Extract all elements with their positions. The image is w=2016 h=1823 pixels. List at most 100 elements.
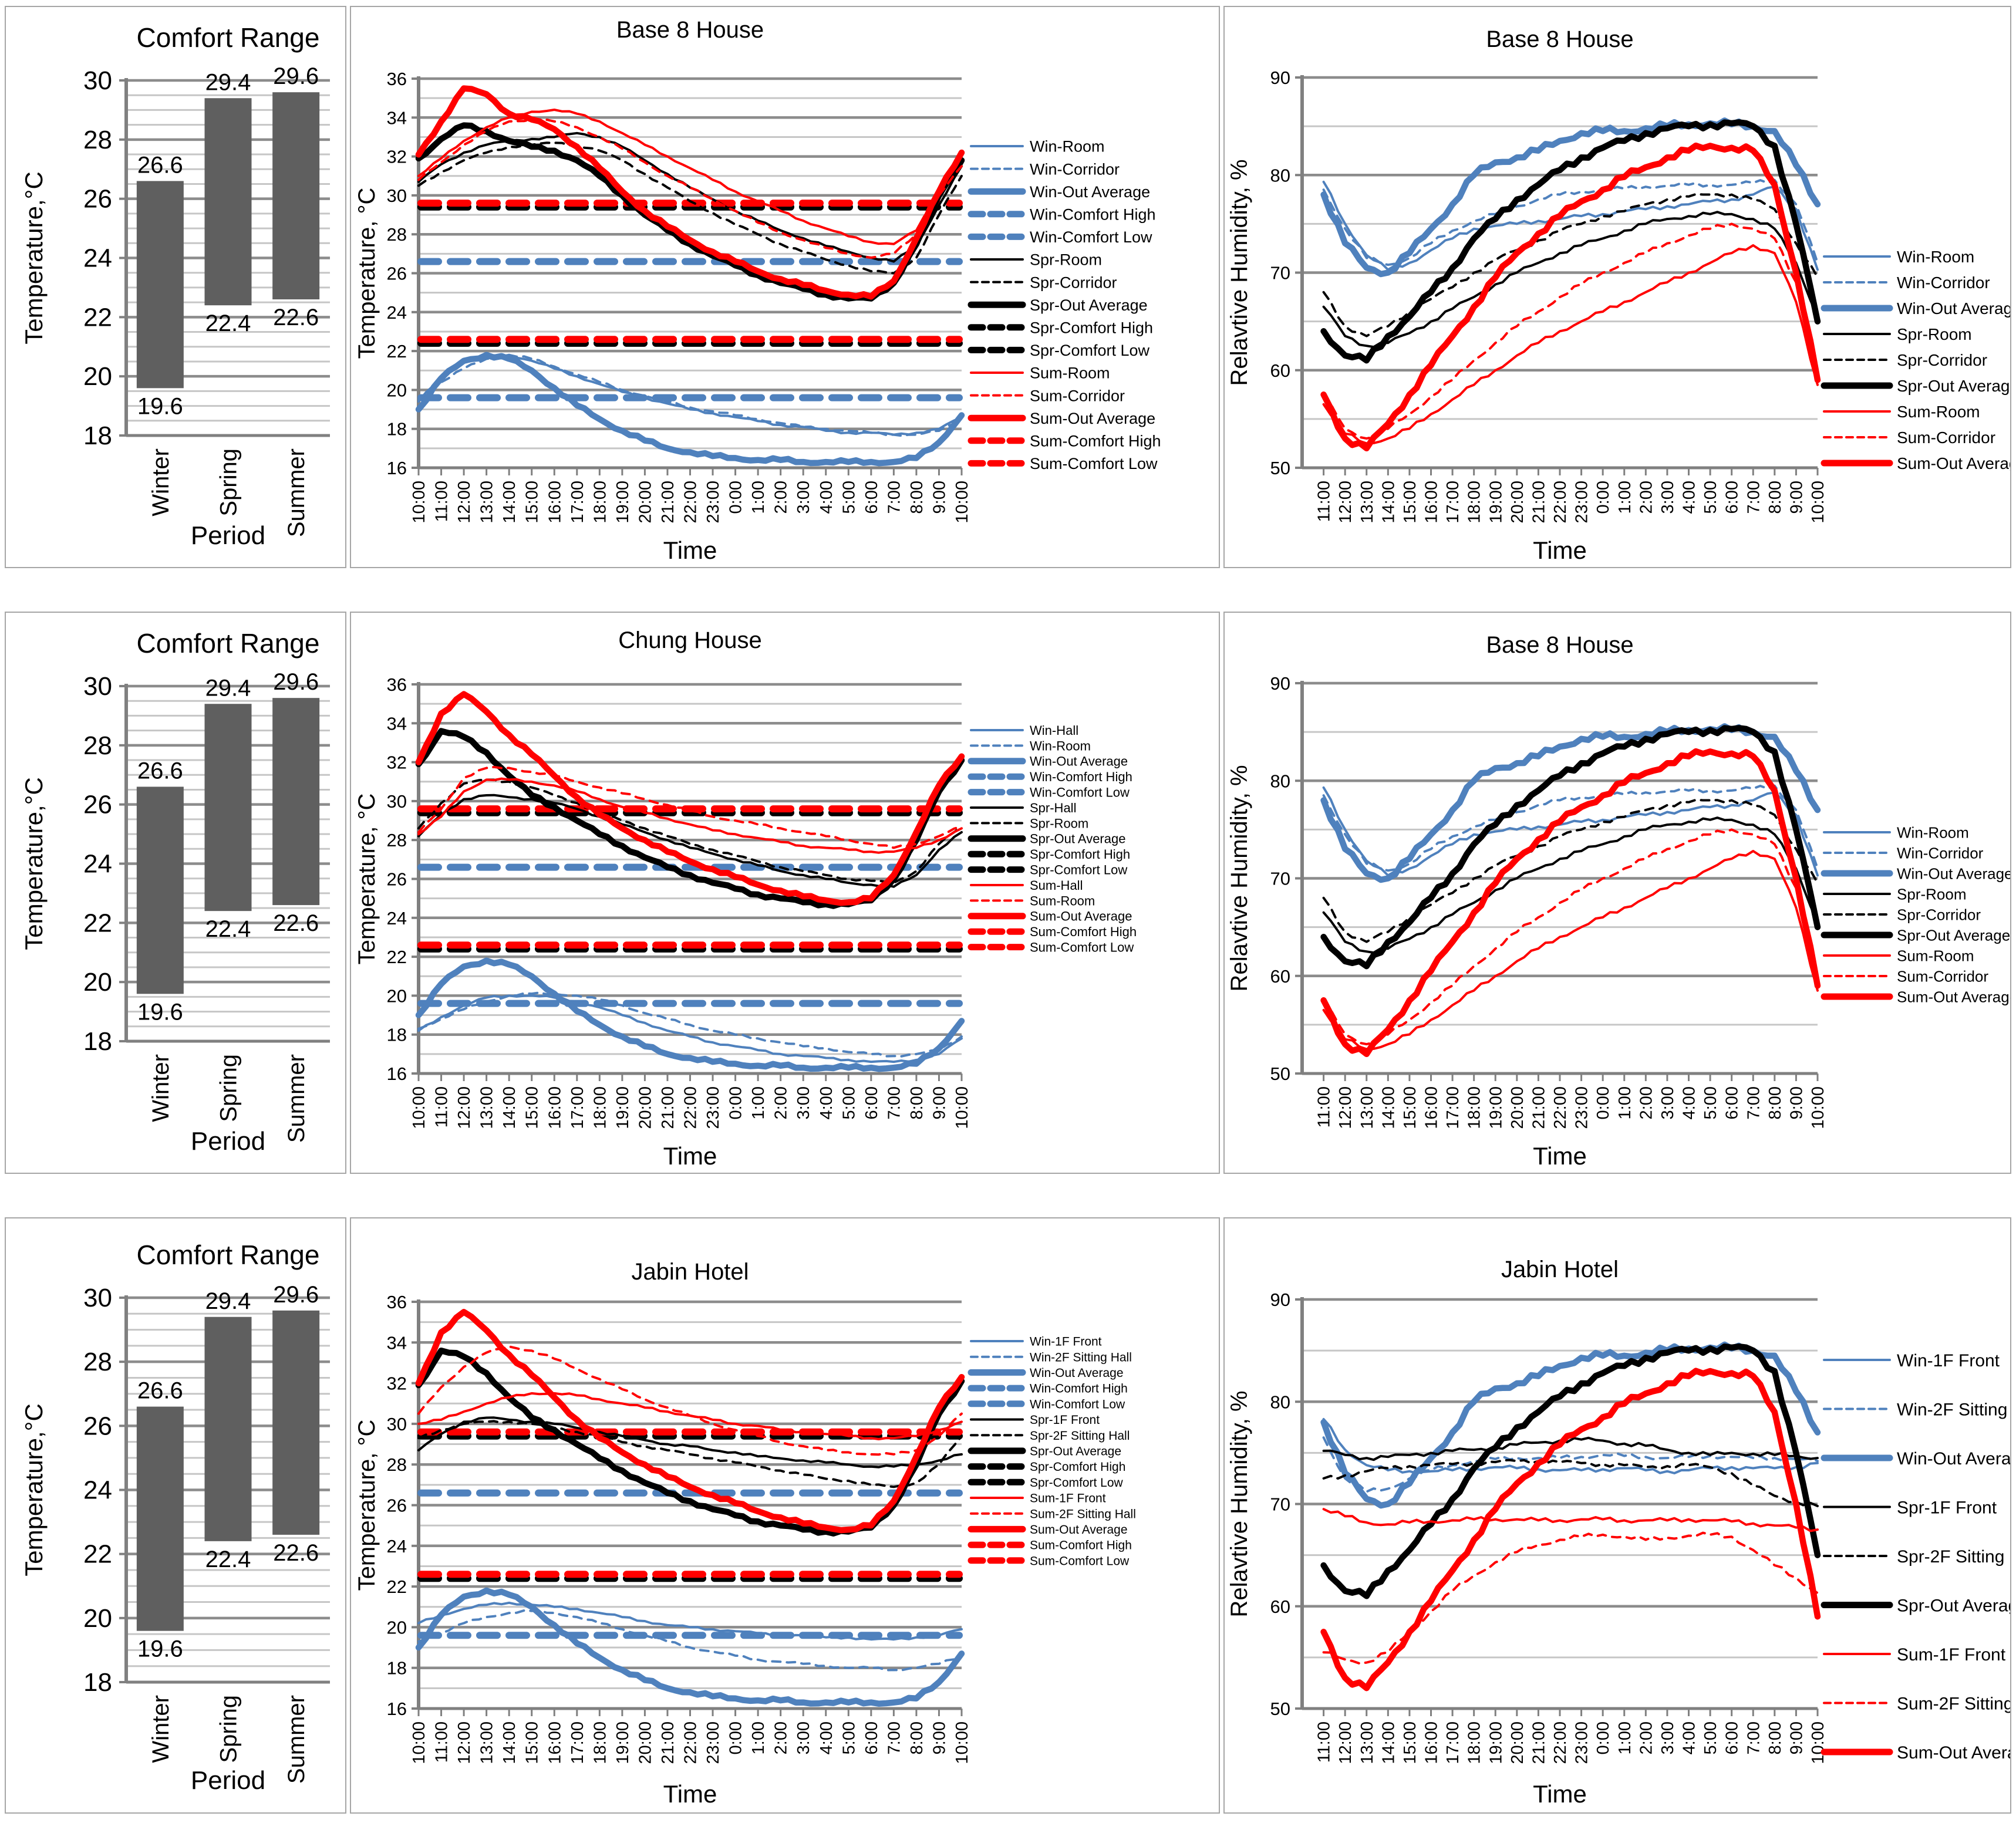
svg-text:Spr-Out Average: Spr-Out Average xyxy=(1897,1596,2010,1615)
svg-text:Spr-Corridor: Spr-Corridor xyxy=(1030,274,1117,291)
svg-text:20:00: 20:00 xyxy=(1508,1086,1527,1129)
svg-text:0:00: 0:00 xyxy=(727,481,746,514)
svg-text:Sum-2F Sitting Hall: Sum-2F Sitting Hall xyxy=(1897,1694,2010,1713)
svg-text:20: 20 xyxy=(83,362,112,391)
svg-text:22.4: 22.4 xyxy=(205,916,251,942)
svg-text:6:00: 6:00 xyxy=(1723,1721,1742,1754)
series-Win-Corridor xyxy=(417,353,963,437)
series-Win-Corridor xyxy=(1322,784,1819,872)
svg-text:Win-Out Average: Win-Out Average xyxy=(1030,1366,1124,1380)
svg-text:11:00: 11:00 xyxy=(1315,1721,1334,1763)
svg-text:8:00: 8:00 xyxy=(1766,1721,1785,1754)
svg-text:7:00: 7:00 xyxy=(885,1086,904,1119)
svg-text:Sum-1F Front: Sum-1F Front xyxy=(1030,1492,1106,1505)
series-Win-Out Average xyxy=(415,352,965,467)
y-axis-title: Temperature,°C xyxy=(20,171,48,345)
svg-text:9:00: 9:00 xyxy=(930,1086,949,1119)
series-Sum-Out Average xyxy=(1320,1368,1821,1692)
svg-text:14:00: 14:00 xyxy=(1379,1086,1398,1129)
svg-text:70: 70 xyxy=(1270,869,1290,889)
svg-text:19.6: 19.6 xyxy=(137,393,183,419)
svg-text:1:00: 1:00 xyxy=(1616,1086,1634,1119)
svg-text:Win-Corridor: Win-Corridor xyxy=(1897,844,1984,862)
svg-text:Sum-Comfort Low: Sum-Comfort Low xyxy=(1030,455,1158,472)
svg-text:29.4: 29.4 xyxy=(205,675,251,701)
chart-title: Comfort Range xyxy=(137,1240,320,1270)
svg-text:1:00: 1:00 xyxy=(1616,1721,1634,1754)
svg-text:34: 34 xyxy=(387,1332,407,1353)
panel-hum-3: 50 60 70 80 90 11:00 12:00 13:00 14:00 15:00 16:00… xyxy=(1223,1217,2011,1814)
svg-text:30: 30 xyxy=(83,1284,112,1312)
svg-text:10:00: 10:00 xyxy=(1809,1721,1828,1764)
x-tick-labels: 10:00 11:00 12:00 13:00 14:00 15:00 16:00 17:00… xyxy=(410,1073,972,1129)
svg-text:12:00: 12:00 xyxy=(455,1721,474,1764)
series-Sum-Out Average xyxy=(415,85,965,300)
svg-text:22: 22 xyxy=(83,303,112,332)
svg-text:9:00: 9:00 xyxy=(930,1721,949,1754)
y-tick-labels: 50 60 70 80 90 xyxy=(1270,67,1290,478)
svg-text:Time: Time xyxy=(1533,1780,1587,1808)
svg-text:17:00: 17:00 xyxy=(568,1086,587,1129)
series-Sum-Out Average xyxy=(1320,748,1821,1058)
series-Sum-Corridor xyxy=(417,118,963,259)
svg-text:7:00: 7:00 xyxy=(885,481,904,514)
svg-text:Spr-Comfort Low: Spr-Comfort Low xyxy=(1030,342,1150,359)
svg-text:Spr-Comfort High: Spr-Comfort High xyxy=(1030,319,1153,337)
svg-text:26.6: 26.6 xyxy=(137,152,183,178)
panel-temp-2: 16 18 20 22 24 26 28 30 32 34 36 10:00 11:00 12:00 13:… xyxy=(350,612,1220,1174)
svg-text:3:00: 3:00 xyxy=(1658,1721,1677,1754)
svg-text:5:00: 5:00 xyxy=(1701,1721,1720,1754)
series-Spr-Corridor xyxy=(1322,193,1819,337)
svg-text:Win-Comfort Low: Win-Comfort Low xyxy=(1030,228,1152,246)
svg-text:18: 18 xyxy=(83,1027,112,1056)
svg-text:Winter: Winter xyxy=(148,1695,174,1763)
series-Spr-Room xyxy=(1322,211,1819,349)
comfort-3-chart: 18 20 22 24 26 28 30 26.6 19.6 Winter 29.4 22.4 Spri… xyxy=(20,1240,330,1795)
svg-text:3:00: 3:00 xyxy=(1658,481,1677,514)
svg-text:Win-Comfort Low: Win-Comfort Low xyxy=(1030,1397,1125,1411)
svg-text:13:00: 13:00 xyxy=(478,481,497,524)
y-tick-labels: 18 20 22 24 26 28 30 xyxy=(83,672,112,1056)
svg-text:22:00: 22:00 xyxy=(682,481,700,524)
series-Win-Out Average xyxy=(415,1587,965,1707)
svg-text:14:00: 14:00 xyxy=(1379,1721,1398,1764)
svg-text:22:00: 22:00 xyxy=(1551,1086,1570,1129)
svg-text:29.4: 29.4 xyxy=(205,69,251,95)
svg-text:36: 36 xyxy=(387,674,407,695)
svg-text:Spr-Corridor: Spr-Corridor xyxy=(1897,351,1987,369)
svg-text:Sum-Out Average: Sum-Out Average xyxy=(1897,454,2010,472)
svg-text:Spr-2F Sitting Hall: Spr-2F Sitting Hall xyxy=(1030,1429,1130,1443)
svg-text:36: 36 xyxy=(387,69,407,89)
svg-text:15:00: 15:00 xyxy=(1401,1721,1420,1764)
x-tick-labels: 11:00 12:00 13:00 14:00 15:00 16:00 17:00 18:00… xyxy=(1315,1709,1828,1764)
svg-text:11:00: 11:00 xyxy=(433,1086,451,1127)
series-Sum-1F Front xyxy=(1322,1508,1819,1532)
svg-text:10:00: 10:00 xyxy=(410,1721,429,1764)
series-Sum-2F Sitting Hall xyxy=(417,1345,963,1456)
svg-text:3:00: 3:00 xyxy=(794,481,813,514)
series-Win-1F Front xyxy=(417,1601,963,1641)
svg-text:24: 24 xyxy=(83,1476,112,1505)
svg-text:2:00: 2:00 xyxy=(772,1721,791,1754)
panel-temp-1: 16 18 20 22 24 26 28 30 32 34 36 10:00 11:00 12:00 13:… xyxy=(350,6,1220,568)
svg-text:20: 20 xyxy=(387,1617,407,1638)
series-Win-Room xyxy=(1322,180,1819,271)
svg-text:Sum-Room: Sum-Room xyxy=(1897,947,1974,964)
svg-text:1:00: 1:00 xyxy=(749,481,768,514)
svg-text:28: 28 xyxy=(83,126,112,154)
svg-text:20:00: 20:00 xyxy=(636,1086,655,1129)
svg-text:Jabin Hotel: Jabin Hotel xyxy=(631,1259,749,1285)
svg-text:18: 18 xyxy=(83,1668,112,1697)
x-axis-title: Time xyxy=(1533,1780,1587,1808)
svg-text:Sum-Room: Sum-Room xyxy=(1030,364,1110,382)
svg-text:Temperature, °C: Temperature, °C xyxy=(354,794,380,965)
svg-text:Win-Out Average: Win-Out Average xyxy=(1030,183,1150,201)
range-bars: 26.6 19.6 Winter 29.4 22.4 Spring 29.6 22.6 Summ… xyxy=(136,1282,320,1784)
svg-text:Spr-Out Average: Spr-Out Average xyxy=(1030,1444,1121,1458)
svg-text:60: 60 xyxy=(1270,1596,1290,1617)
svg-text:12:00: 12:00 xyxy=(455,1086,474,1129)
